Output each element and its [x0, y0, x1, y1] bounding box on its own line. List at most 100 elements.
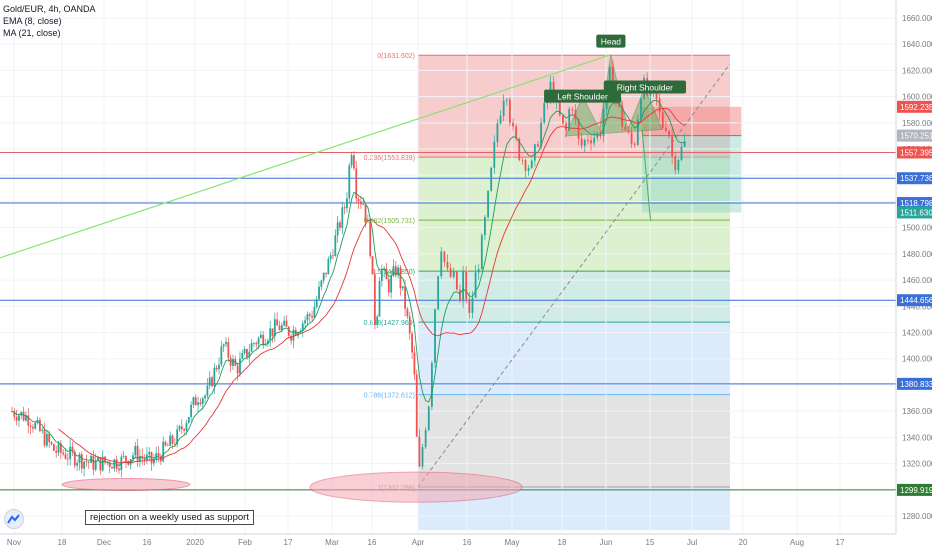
candle-body[interactable]: [215, 367, 218, 370]
candle-body[interactable]: [52, 444, 55, 451]
candle-body[interactable]: [465, 271, 468, 300]
candle-body[interactable]: [399, 267, 402, 289]
candle-body[interactable]: [521, 159, 524, 161]
candle-body[interactable]: [232, 358, 234, 366]
candle-body[interactable]: [343, 207, 346, 209]
candle-body[interactable]: [674, 156, 677, 171]
candle-body[interactable]: [285, 320, 288, 327]
candle-body[interactable]: [325, 272, 327, 275]
candle-body[interactable]: [385, 268, 388, 280]
candle-body[interactable]: [499, 115, 502, 124]
candle-body[interactable]: [496, 123, 499, 142]
candle-body[interactable]: [624, 126, 627, 131]
candle-body[interactable]: [287, 326, 290, 336]
candle-body[interactable]: [633, 143, 636, 145]
price-marker[interactable]: [897, 172, 932, 185]
candle-body[interactable]: [373, 274, 376, 325]
candle-body[interactable]: [512, 122, 514, 127]
candle-body[interactable]: [593, 137, 596, 144]
candle-body[interactable]: [308, 314, 311, 316]
candle-body[interactable]: [543, 103, 546, 123]
candle-body[interactable]: [387, 279, 390, 293]
candle-body[interactable]: [378, 281, 381, 317]
candle-body[interactable]: [533, 144, 536, 161]
candle-body[interactable]: [332, 255, 334, 257]
rising-trendline[interactable]: [0, 54, 612, 259]
candle-body[interactable]: [148, 452, 151, 455]
candle-body[interactable]: [248, 351, 251, 358]
candle-body[interactable]: [273, 319, 276, 337]
candle-body[interactable]: [246, 348, 248, 358]
candle-body[interactable]: [166, 445, 169, 447]
candle-body[interactable]: [18, 415, 20, 421]
candle-body[interactable]: [376, 316, 379, 325]
candle-body[interactable]: [134, 445, 137, 456]
price-marker[interactable]: [897, 206, 932, 219]
candle-body[interactable]: [197, 402, 199, 406]
candle-body[interactable]: [661, 112, 664, 128]
ma-indicator-label[interactable]: MA (21, close): [3, 28, 61, 38]
candle-body[interactable]: [199, 402, 202, 405]
candle-body[interactable]: [320, 280, 323, 287]
candle-body[interactable]: [157, 453, 160, 457]
note-text-box[interactable]: rejection on a weekly used as support: [85, 510, 254, 525]
candle-body[interactable]: [111, 466, 113, 469]
candle-body[interactable]: [262, 334, 265, 346]
candle-body[interactable]: [424, 430, 427, 448]
candle-body[interactable]: [94, 460, 97, 470]
candle-body[interactable]: [611, 66, 614, 91]
candle-body[interactable]: [630, 132, 633, 144]
candle-body[interactable]: [304, 320, 306, 324]
candle-body[interactable]: [540, 122, 542, 147]
candle-body[interactable]: [668, 130, 670, 137]
candle-body[interactable]: [334, 235, 337, 257]
candle-body[interactable]: [27, 415, 30, 426]
candle-body[interactable]: [413, 352, 416, 375]
candle-body[interactable]: [280, 325, 283, 331]
candle-body[interactable]: [92, 455, 95, 470]
candle-body[interactable]: [583, 139, 586, 146]
candle-body[interactable]: [106, 462, 109, 464]
pattern-annotation[interactable]: Right Shoulder: [603, 80, 687, 94]
candle-body[interactable]: [57, 443, 60, 453]
candle-body[interactable]: [269, 328, 272, 341]
candle-body[interactable]: [45, 433, 48, 446]
candle-body[interactable]: [78, 454, 81, 463]
candle-body[interactable]: [348, 165, 351, 199]
candle-body[interactable]: [29, 425, 32, 427]
candle-body[interactable]: [32, 426, 34, 429]
candle-body[interactable]: [218, 364, 220, 370]
candle-body[interactable]: [292, 329, 295, 341]
candle-body[interactable]: [493, 141, 496, 168]
candle-body[interactable]: [253, 343, 255, 344]
candle-body[interactable]: [418, 436, 421, 467]
candle-body[interactable]: [341, 207, 344, 228]
highlight-ellipse-left[interactable]: [61, 478, 191, 492]
candle-body[interactable]: [143, 457, 146, 461]
candle-body[interactable]: [655, 91, 658, 99]
candle-body[interactable]: [371, 256, 374, 275]
candle-body[interactable]: [243, 348, 246, 354]
candle-body[interactable]: [568, 109, 571, 131]
candle-body[interactable]: [73, 451, 76, 466]
candle-body[interactable]: [527, 168, 530, 171]
candle-body[interactable]: [401, 286, 404, 289]
candle-body[interactable]: [255, 343, 258, 345]
ma-line[interactable]: [58, 107, 685, 464]
candle-body[interactable]: [208, 377, 211, 386]
candle-body[interactable]: [206, 385, 209, 396]
candle-body[interactable]: [440, 251, 443, 277]
price-marker[interactable]: [897, 197, 932, 210]
candle-body[interactable]: [139, 455, 141, 462]
candle-body[interactable]: [671, 136, 674, 157]
candle-body[interactable]: [390, 275, 393, 293]
candle-body[interactable]: [518, 138, 521, 160]
candle-body[interactable]: [392, 266, 395, 276]
candle-body[interactable]: [683, 141, 686, 147]
candle-body[interactable]: [59, 443, 62, 453]
highlight-ellipse-center[interactable]: [309, 471, 523, 503]
candle-body[interactable]: [406, 308, 409, 317]
candle-body[interactable]: [357, 198, 360, 202]
